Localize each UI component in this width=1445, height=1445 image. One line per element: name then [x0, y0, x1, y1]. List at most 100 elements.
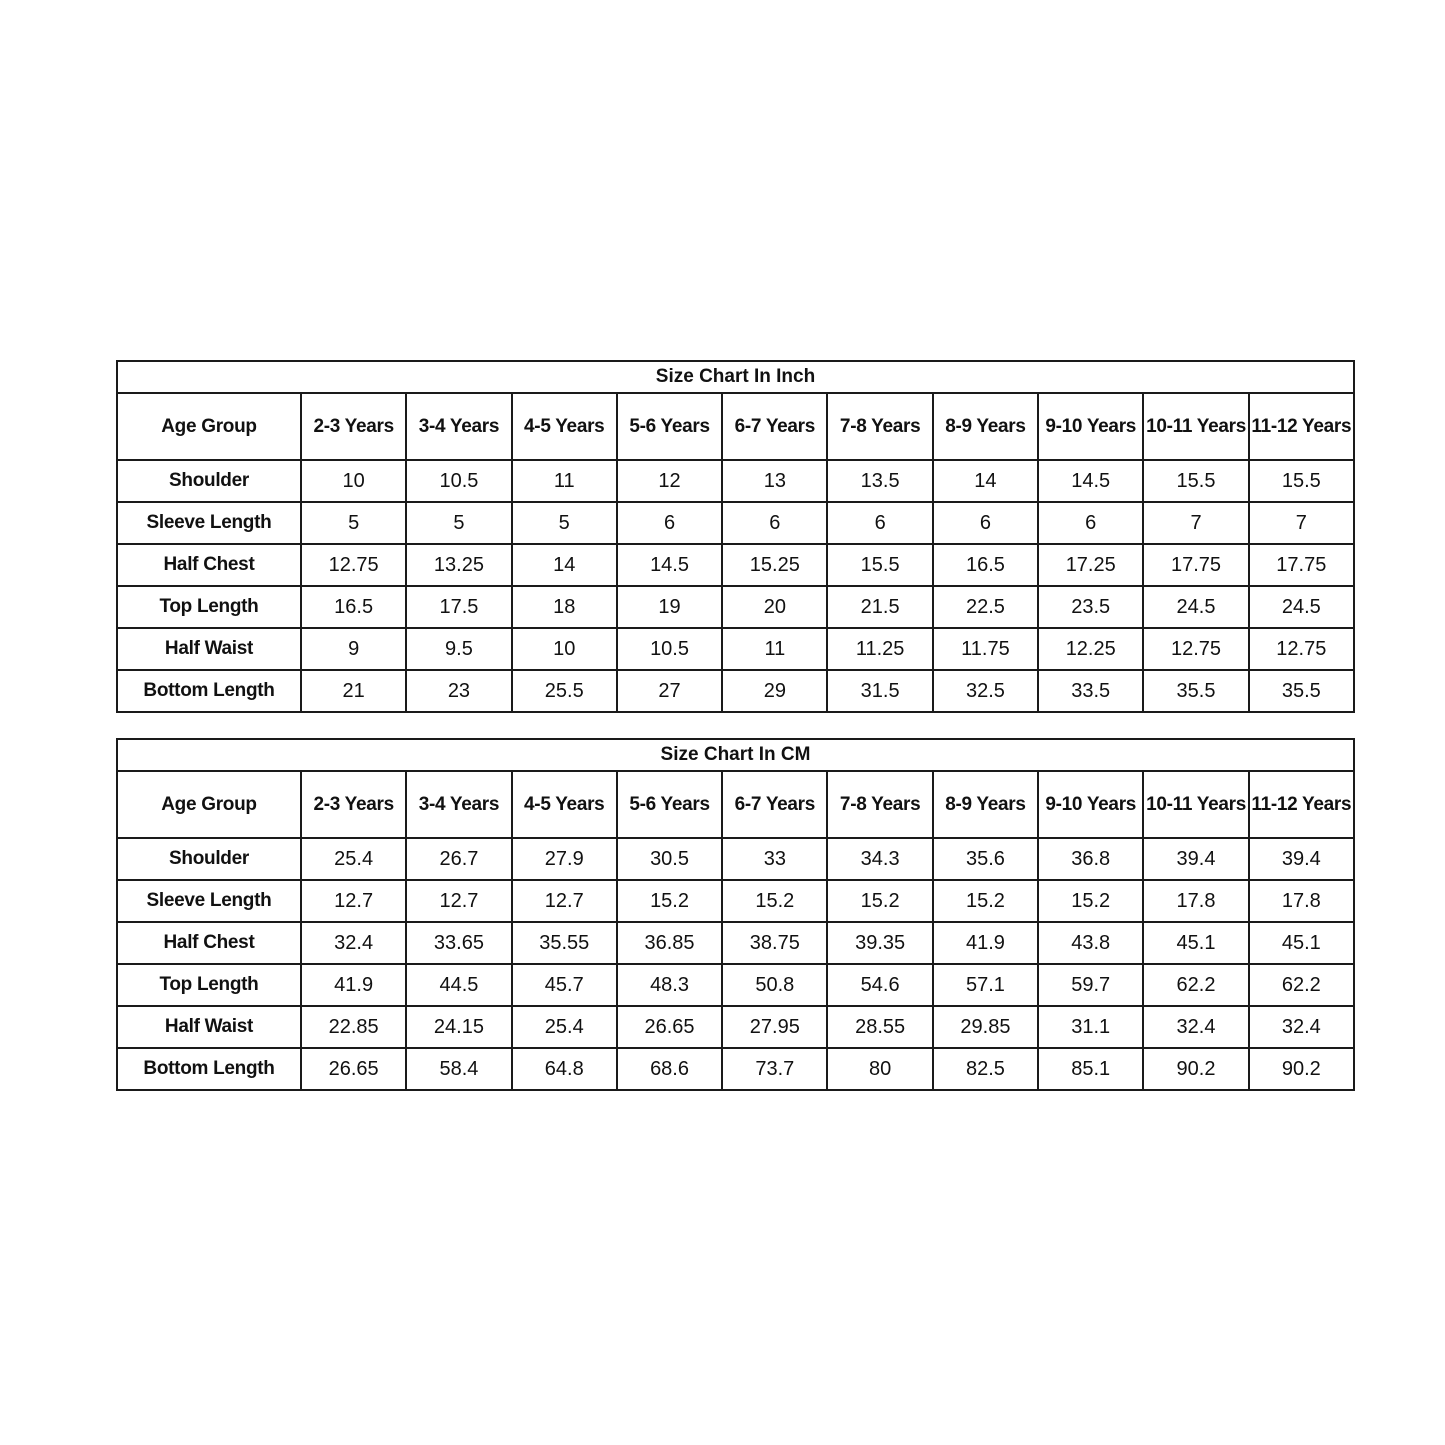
table-cell: 14.5	[1037, 459, 1145, 503]
age-group-header: Age Group	[116, 392, 302, 461]
table-cell: 82.5	[931, 1047, 1040, 1091]
table-cell: 5	[405, 501, 513, 545]
table-cell: 22.5	[931, 585, 1040, 629]
table-cell: 12.75	[1142, 627, 1250, 671]
column-header: 7-8 Years	[826, 392, 934, 461]
table-cell: 24.15	[405, 1005, 513, 1049]
table-cell: 73.7	[721, 1047, 829, 1091]
table-cell: 25.5	[510, 669, 618, 713]
table-row: Half Chest 12.75 13.25 14 14.5 15.25 15.5 16.5 1…	[116, 543, 1356, 587]
table-title: Size Chart In Inch	[116, 360, 1355, 394]
table-cell: 17.8	[1142, 879, 1250, 923]
table-cell: 32.4	[299, 921, 408, 965]
table-cell: 12.75	[299, 543, 408, 587]
table-cell: 57.1	[931, 963, 1040, 1007]
table-cell: 41.9	[299, 963, 408, 1007]
table-cell: 30.5	[615, 837, 724, 881]
table-cell: 13.5	[826, 459, 934, 503]
table-cell: 35.5	[1247, 669, 1356, 713]
table-cell: 18	[510, 585, 618, 629]
row-label: Half Waist	[116, 1005, 302, 1049]
table-cell: 80	[826, 1047, 934, 1091]
table-cell: 33.65	[405, 921, 513, 965]
table-cell: 10.5	[615, 627, 724, 671]
row-label: Half Waist	[116, 627, 302, 671]
table-cell: 17.5	[405, 585, 513, 629]
table-cell: 15.2	[931, 879, 1040, 923]
table-cell: 12.7	[299, 879, 408, 923]
table-cell: 64.8	[510, 1047, 618, 1091]
column-header: 2-3 Years	[299, 770, 408, 839]
table-row: Half Waist 9 9.5 10 10.5 11 11.25 11.75 12.25 12.…	[116, 627, 1356, 671]
table-cell: 14	[510, 543, 618, 587]
table-cell: 26.65	[615, 1005, 724, 1049]
table-row: Shoulder 25.4 26.7 27.9 30.5 33 34.3 35.6 36.8 39…	[116, 837, 1356, 881]
table-cell: 39.35	[826, 921, 934, 965]
table-cell: 23	[405, 669, 513, 713]
table-cell: 7	[1247, 501, 1356, 545]
table-cell: 5	[510, 501, 618, 545]
table-cell: 12.25	[1037, 627, 1145, 671]
table-cell: 43.8	[1037, 921, 1145, 965]
table-cell: 36.8	[1037, 837, 1145, 881]
table-cell: 10.5	[405, 459, 513, 503]
table-cell: 21.5	[826, 585, 934, 629]
column-header: 8-9 Years	[931, 392, 1040, 461]
row-label: Half Chest	[116, 921, 302, 965]
table-cell: 32.4	[1142, 1005, 1250, 1049]
column-header: 7-8 Years	[826, 770, 934, 839]
table-cell: 19	[615, 585, 724, 629]
table-cell: 12.75	[1247, 627, 1356, 671]
column-header: 4-5 Years	[510, 392, 618, 461]
column-header: 6-7 Years	[721, 392, 829, 461]
table-cell: 9	[299, 627, 408, 671]
row-label: Bottom Length	[116, 669, 302, 713]
row-label: Half Chest	[116, 543, 302, 587]
table-row: Sleeve Length 5 5 5 6 6 6 6 6 7 7	[116, 501, 1356, 545]
header-row: Age Group 2-3 Years 3-4 Years 4-5 Years 5-6 …	[116, 770, 1356, 839]
column-header: 11-12 Years	[1247, 770, 1356, 839]
table-cell: 32.5	[931, 669, 1040, 713]
table-cell: 68.6	[615, 1047, 724, 1091]
table-cell: 26.7	[405, 837, 513, 881]
table-cell: 15.2	[721, 879, 829, 923]
table-row: Shoulder 10 10.5 11 12 13 13.5 14 14.5 15.5 15.5	[116, 459, 1356, 503]
table-cell: 32.4	[1247, 1005, 1356, 1049]
table-cell: 15.2	[615, 879, 724, 923]
row-label: Shoulder	[116, 837, 302, 881]
table-cell: 12	[615, 459, 724, 503]
table-row: Top Length 41.9 44.5 45.7 48.3 50.8 54.6 57.1 59…	[116, 963, 1356, 1007]
table-row: Bottom Length 21 23 25.5 27 29 31.5 32.5 33.5 35.…	[116, 669, 1356, 713]
row-label: Bottom Length	[116, 1047, 302, 1091]
table-cell: 15.5	[1142, 459, 1250, 503]
table-row: Sleeve Length 12.7 12.7 12.7 15.2 15.2 15.2 15.…	[116, 879, 1356, 923]
table-cell: 6	[615, 501, 724, 545]
size-chart-cm-table: Size Chart In CM Age Group 2-3 Years 3-4 Ye…	[116, 738, 1356, 1091]
table-cell: 48.3	[615, 963, 724, 1007]
table-cell: 45.7	[510, 963, 618, 1007]
column-header: 3-4 Years	[405, 392, 513, 461]
table-cell: 16.5	[931, 543, 1040, 587]
column-header: 2-3 Years	[299, 392, 408, 461]
table-cell: 35.6	[931, 837, 1040, 881]
table-row: Top Length 16.5 17.5 18 19 20 21.5 22.5 23.5 24.5…	[116, 585, 1356, 629]
table-cell: 35.55	[510, 921, 618, 965]
column-header: 5-6 Years	[615, 392, 724, 461]
table-cell: 12.7	[510, 879, 618, 923]
header-row: Age Group 2-3 Years 3-4 Years 4-5 Years 5-6 …	[116, 392, 1356, 461]
table-cell: 6	[1037, 501, 1145, 545]
table-cell: 35.5	[1142, 669, 1250, 713]
column-header: 10-11 Years	[1142, 770, 1250, 839]
table-cell: 6	[721, 501, 829, 545]
table-cell: 27	[615, 669, 724, 713]
table-cell: 17.8	[1247, 879, 1356, 923]
table-cell: 25.4	[510, 1005, 618, 1049]
table-cell: 21	[299, 669, 408, 713]
table-cell: 39.4	[1142, 837, 1250, 881]
table-cell: 50.8	[721, 963, 829, 1007]
age-group-header: Age Group	[116, 770, 302, 839]
table-cell: 31.1	[1037, 1005, 1145, 1049]
table-cell: 13.25	[405, 543, 513, 587]
row-label: Top Length	[116, 585, 302, 629]
table-cell: 16.5	[299, 585, 408, 629]
